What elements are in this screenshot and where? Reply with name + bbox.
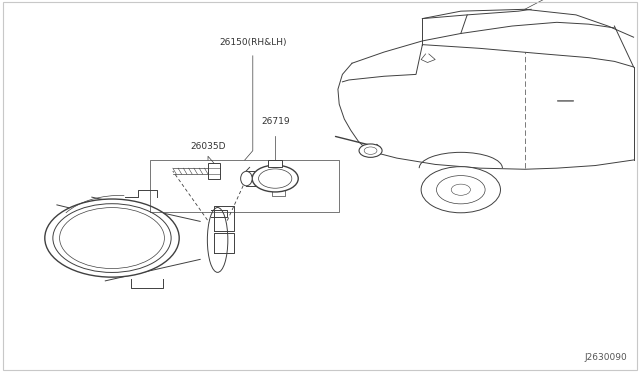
Text: J2630090: J2630090 (584, 353, 627, 362)
Text: 26719: 26719 (261, 118, 289, 126)
Text: 26150(RH&LH): 26150(RH&LH) (219, 38, 287, 46)
Circle shape (252, 165, 298, 192)
Bar (268, 160, 282, 167)
Bar (208, 163, 220, 179)
Text: 26035D: 26035D (190, 142, 226, 151)
Ellipse shape (207, 208, 228, 272)
Circle shape (421, 167, 500, 213)
Bar (150, 160, 339, 212)
Circle shape (359, 144, 382, 157)
Circle shape (45, 199, 179, 277)
Ellipse shape (241, 171, 252, 186)
